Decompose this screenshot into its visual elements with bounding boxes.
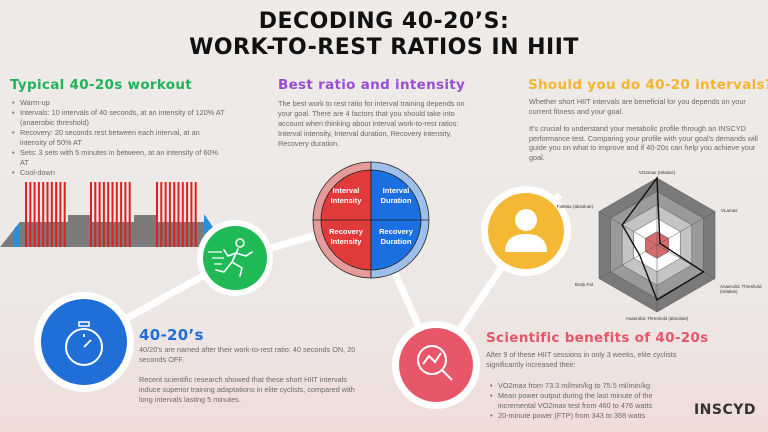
- should-body: Whether short HIIT intervals are benefic…: [529, 97, 765, 162]
- interval-bar: [107, 182, 110, 247]
- workout-chart: [0, 182, 215, 247]
- warmup-marker: [14, 222, 20, 247]
- interval-bar: [63, 182, 66, 247]
- workout-heading: Typical 40-20s workout: [10, 77, 193, 93]
- page-title: DECODING 40-20’S: WORK-TO-REST RATIOS IN…: [0, 9, 768, 61]
- list-item: Cool-down: [12, 168, 227, 178]
- list-item: 20-minute power (FTP) from 343 to 358 wa…: [490, 411, 680, 421]
- interval-bar: [94, 182, 97, 247]
- interval-bar: [124, 182, 127, 247]
- ratio4020-p2: Recent scientific research showed that t…: [139, 375, 355, 404]
- interval-bar: [50, 182, 53, 247]
- list-item: Sets: 3 sets with 5 minutes in between, …: [12, 148, 227, 168]
- list-item: Recovery: 20 seconds rest between each i…: [12, 128, 227, 148]
- ratio4020-heading: 40-20’s: [139, 326, 204, 344]
- should-p1: Whether short HIIT intervals are benefic…: [529, 97, 746, 116]
- interval-bar: [190, 182, 193, 247]
- interval-bar: [90, 182, 92, 247]
- benefits-intro: After 9 of these HIIT sessions in only 3…: [486, 350, 677, 369]
- interval-bar: [37, 182, 40, 247]
- runner-icon: [197, 220, 273, 296]
- interval-bar: [102, 182, 105, 247]
- interval-bar: [173, 182, 176, 247]
- interval-bar: [168, 182, 171, 247]
- interval-bar: [25, 182, 27, 247]
- interval-bar: [115, 182, 118, 247]
- interval-bar: [29, 182, 32, 247]
- radar-profile: [621, 176, 705, 301]
- quadrant-recovery-intensity: Recovery Intensity: [329, 227, 363, 246]
- interval-bar: [156, 182, 158, 247]
- title-line-1: DECODING 40-20’S:: [258, 9, 510, 34]
- radar-axis-label: Anaerobic Threshold (relative): [720, 283, 762, 294]
- interval-bar: [186, 182, 189, 247]
- list-item: Intervals: 10 intervals of 40 seconds, a…: [12, 108, 227, 128]
- quadrant-recovery-duration: Recovery Duration: [379, 227, 413, 246]
- magnifier-chart-icon: [392, 321, 480, 409]
- radar-axis-label: Anaerobic Threshold (absolute): [625, 316, 689, 321]
- radar-axis-label: VO2max (relative): [638, 170, 676, 175]
- interval-bar: [111, 182, 114, 247]
- ratio4020-p1: 40/20's are named after their work-to-re…: [139, 345, 356, 364]
- interval-bar: [181, 182, 184, 247]
- radar-axis: [656, 244, 716, 279]
- interval-bar: [177, 182, 180, 247]
- set-rest: [68, 215, 90, 247]
- benefits-heading: Scientific benefits of 40-20s: [486, 330, 709, 346]
- list-item: Warm-up: [12, 98, 227, 108]
- radar-axis: [598, 211, 658, 246]
- stopwatch-icon: [34, 292, 134, 392]
- radar-axis: [656, 211, 716, 246]
- interval-bar: [55, 182, 58, 247]
- ratio-body: The best work to rest ratio for interval…: [278, 99, 465, 148]
- quadrant-interval-duration: Interval Duration: [380, 186, 412, 205]
- benefits-list: VO2max from 73.3 ml/min/kg to 75.5 ml/mi…: [490, 381, 680, 421]
- should-heading: Should you do 40-20 intervals?: [528, 77, 768, 93]
- person-icon: [481, 186, 571, 276]
- interval-bar: [46, 182, 49, 247]
- should-p2: It’s crucial to understand your metaboli…: [529, 124, 758, 162]
- interval-bar: [164, 182, 167, 247]
- set-rest: [134, 215, 156, 247]
- quadrant-interval-intensity: Interval Intensity: [330, 186, 362, 205]
- interval-bar: [59, 182, 62, 247]
- radar-axis: [598, 244, 658, 279]
- factors-circle: [312, 161, 430, 279]
- inscyd-logo: INSCYD: [693, 402, 756, 418]
- interval-bar: [160, 182, 163, 247]
- workout-list: Warm-up Intervals: 10 intervals of 40 se…: [12, 98, 227, 178]
- ratio-heading: Best ratio and intensity: [278, 77, 466, 93]
- title-line-2: WORK-TO-REST RATIOS IN HIIT: [189, 35, 579, 60]
- radar-axis-label: VLamax: [721, 207, 738, 213]
- list-item: Mean power output during the last minute…: [490, 391, 680, 411]
- interval-bar: [33, 182, 36, 247]
- interval-bar: [98, 182, 101, 247]
- interval-bar: [194, 182, 197, 247]
- radar-axis-label: FatMax (absolute): [556, 203, 593, 209]
- interval-bar: [120, 182, 123, 247]
- radar-axis-label: Body Fat: [574, 281, 593, 287]
- ratio4020-body: 40/20's are named after their work-to-re…: [139, 345, 359, 405]
- radar-chart: [598, 176, 716, 313]
- interval-bar: [42, 182, 45, 247]
- interval-bar: [128, 182, 131, 247]
- list-item: VO2max from 73.3 ml/min/kg to 75.5 ml/mi…: [490, 381, 680, 391]
